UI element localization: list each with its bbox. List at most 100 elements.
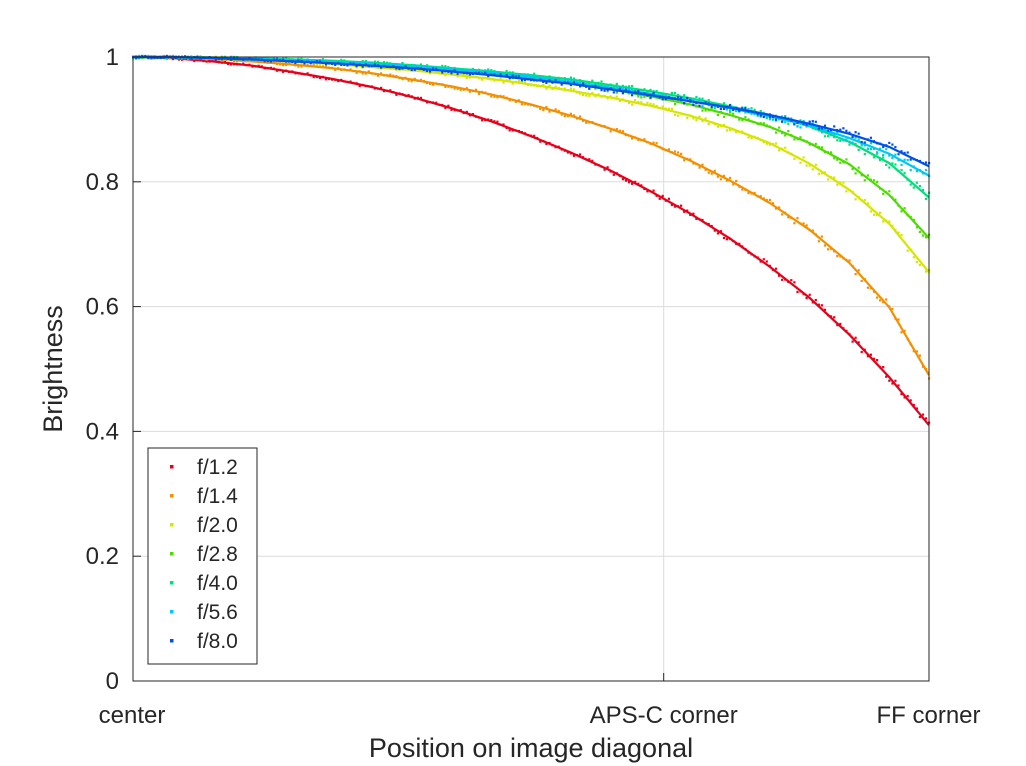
data-point xyxy=(866,174,869,177)
data-point xyxy=(857,269,860,272)
data-point xyxy=(579,92,582,95)
data-point xyxy=(747,136,750,139)
data-point xyxy=(306,64,309,67)
data-point xyxy=(860,279,863,282)
data-point xyxy=(404,94,407,97)
data-point xyxy=(505,79,508,82)
data-point xyxy=(771,118,775,121)
data-point xyxy=(367,65,370,68)
data-point xyxy=(425,69,429,72)
data-point xyxy=(373,72,377,76)
data-point xyxy=(499,94,502,98)
data-point xyxy=(799,126,802,129)
data-point xyxy=(560,113,563,116)
data-point xyxy=(410,95,413,98)
data-point xyxy=(453,109,456,112)
data-point xyxy=(260,65,263,68)
data-point xyxy=(346,61,349,64)
data-point xyxy=(774,207,778,210)
data-point xyxy=(637,93,640,96)
data-point xyxy=(918,159,921,163)
data-point xyxy=(753,108,756,111)
data-point xyxy=(774,267,778,270)
data-point xyxy=(680,96,683,99)
data-point xyxy=(686,96,689,99)
data-point xyxy=(799,136,802,139)
data-point xyxy=(677,100,680,103)
data-point xyxy=(401,62,404,65)
data-point xyxy=(376,66,380,70)
data-point xyxy=(324,65,328,68)
data-point xyxy=(539,85,542,88)
data-point xyxy=(655,95,658,98)
data-point xyxy=(774,131,778,134)
data-point xyxy=(909,399,912,402)
data-point xyxy=(863,179,866,182)
data-point xyxy=(624,87,628,90)
data-point xyxy=(315,64,318,68)
data-point xyxy=(796,138,799,141)
data-point xyxy=(909,158,912,161)
data-point xyxy=(823,171,827,174)
data-point xyxy=(787,117,790,120)
data-point xyxy=(704,101,707,104)
data-point xyxy=(321,65,324,68)
data-point xyxy=(903,241,906,244)
data-point xyxy=(373,63,377,66)
data-point xyxy=(331,62,334,66)
y-tick-label: 0 xyxy=(106,668,119,695)
data-point xyxy=(637,95,640,98)
data-point xyxy=(894,198,897,201)
data-point xyxy=(242,58,245,61)
legend-label: f/1.2 xyxy=(197,456,238,479)
data-point xyxy=(279,59,282,62)
data-point xyxy=(569,78,572,81)
data-point xyxy=(389,63,392,66)
data-point xyxy=(912,403,915,406)
data-point xyxy=(866,138,869,141)
data-point xyxy=(566,89,569,92)
data-point xyxy=(560,88,563,91)
data-point xyxy=(725,179,729,182)
data-point xyxy=(796,156,799,159)
data-point xyxy=(254,65,257,68)
data-point xyxy=(585,80,588,83)
data-point xyxy=(860,174,863,177)
data-point xyxy=(732,112,735,115)
data-point xyxy=(882,301,885,304)
data-point xyxy=(771,115,775,118)
data-point xyxy=(628,90,631,93)
series-f-1-4 xyxy=(132,55,931,380)
data-point xyxy=(830,176,833,179)
data-point xyxy=(263,61,266,64)
data-point xyxy=(827,178,830,181)
data-point xyxy=(805,140,808,143)
data-point xyxy=(615,85,618,88)
data-point xyxy=(701,97,704,100)
data-point xyxy=(860,142,863,145)
data-point xyxy=(716,105,719,108)
data-point xyxy=(836,255,839,258)
data-point xyxy=(346,80,349,83)
data-point xyxy=(554,85,557,88)
data-point xyxy=(591,159,594,162)
data-point xyxy=(765,142,768,145)
data-point xyxy=(572,79,576,83)
data-point xyxy=(205,60,208,63)
data-point xyxy=(866,355,869,358)
data-point xyxy=(615,91,618,94)
data-point xyxy=(686,103,689,106)
data-point xyxy=(781,115,784,118)
data-point xyxy=(661,194,664,197)
data-point xyxy=(432,83,435,86)
data-point xyxy=(450,67,453,70)
data-point xyxy=(542,78,545,81)
plot-area xyxy=(133,57,929,681)
legend-label: f/2.0 xyxy=(197,514,238,537)
data-point xyxy=(548,84,551,87)
data-point xyxy=(569,152,572,155)
data-point xyxy=(915,226,918,229)
data-point xyxy=(725,108,729,111)
data-point xyxy=(805,297,808,300)
data-point xyxy=(429,65,432,68)
